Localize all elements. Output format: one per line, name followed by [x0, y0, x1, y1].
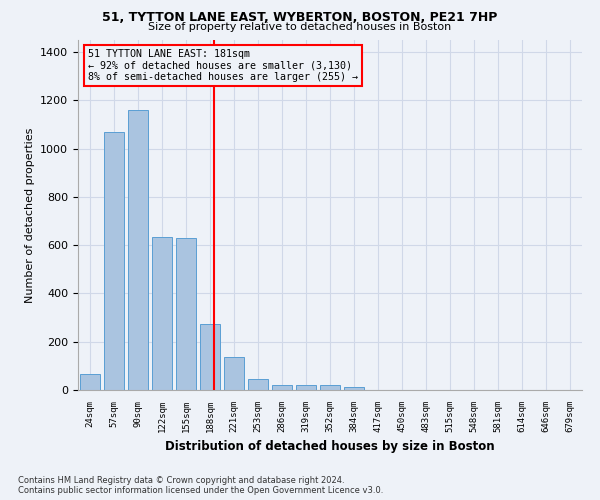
Bar	[296, 385, 316, 390]
Bar	[104, 132, 124, 390]
Text: Contains HM Land Registry data © Crown copyright and database right 2024.
Contai: Contains HM Land Registry data © Crown c…	[18, 476, 383, 495]
Y-axis label: Number of detached properties: Number of detached properties	[25, 128, 35, 302]
Bar	[200, 324, 220, 390]
Bar	[176, 238, 196, 390]
Bar	[152, 236, 172, 390]
Text: 51 TYTTON LANE EAST: 181sqm
← 92% of detached houses are smaller (3,130)
8% of s: 51 TYTTON LANE EAST: 181sqm ← 92% of det…	[88, 49, 358, 82]
Bar	[80, 374, 100, 390]
Bar	[344, 387, 364, 390]
Bar	[272, 384, 292, 390]
Text: 51, TYTTON LANE EAST, WYBERTON, BOSTON, PE21 7HP: 51, TYTTON LANE EAST, WYBERTON, BOSTON, …	[103, 11, 497, 24]
Bar	[128, 110, 148, 390]
Text: Size of property relative to detached houses in Boston: Size of property relative to detached ho…	[148, 22, 452, 32]
X-axis label: Distribution of detached houses by size in Boston: Distribution of detached houses by size …	[165, 440, 495, 454]
Bar	[224, 358, 244, 390]
Bar	[248, 379, 268, 390]
Bar	[320, 384, 340, 390]
